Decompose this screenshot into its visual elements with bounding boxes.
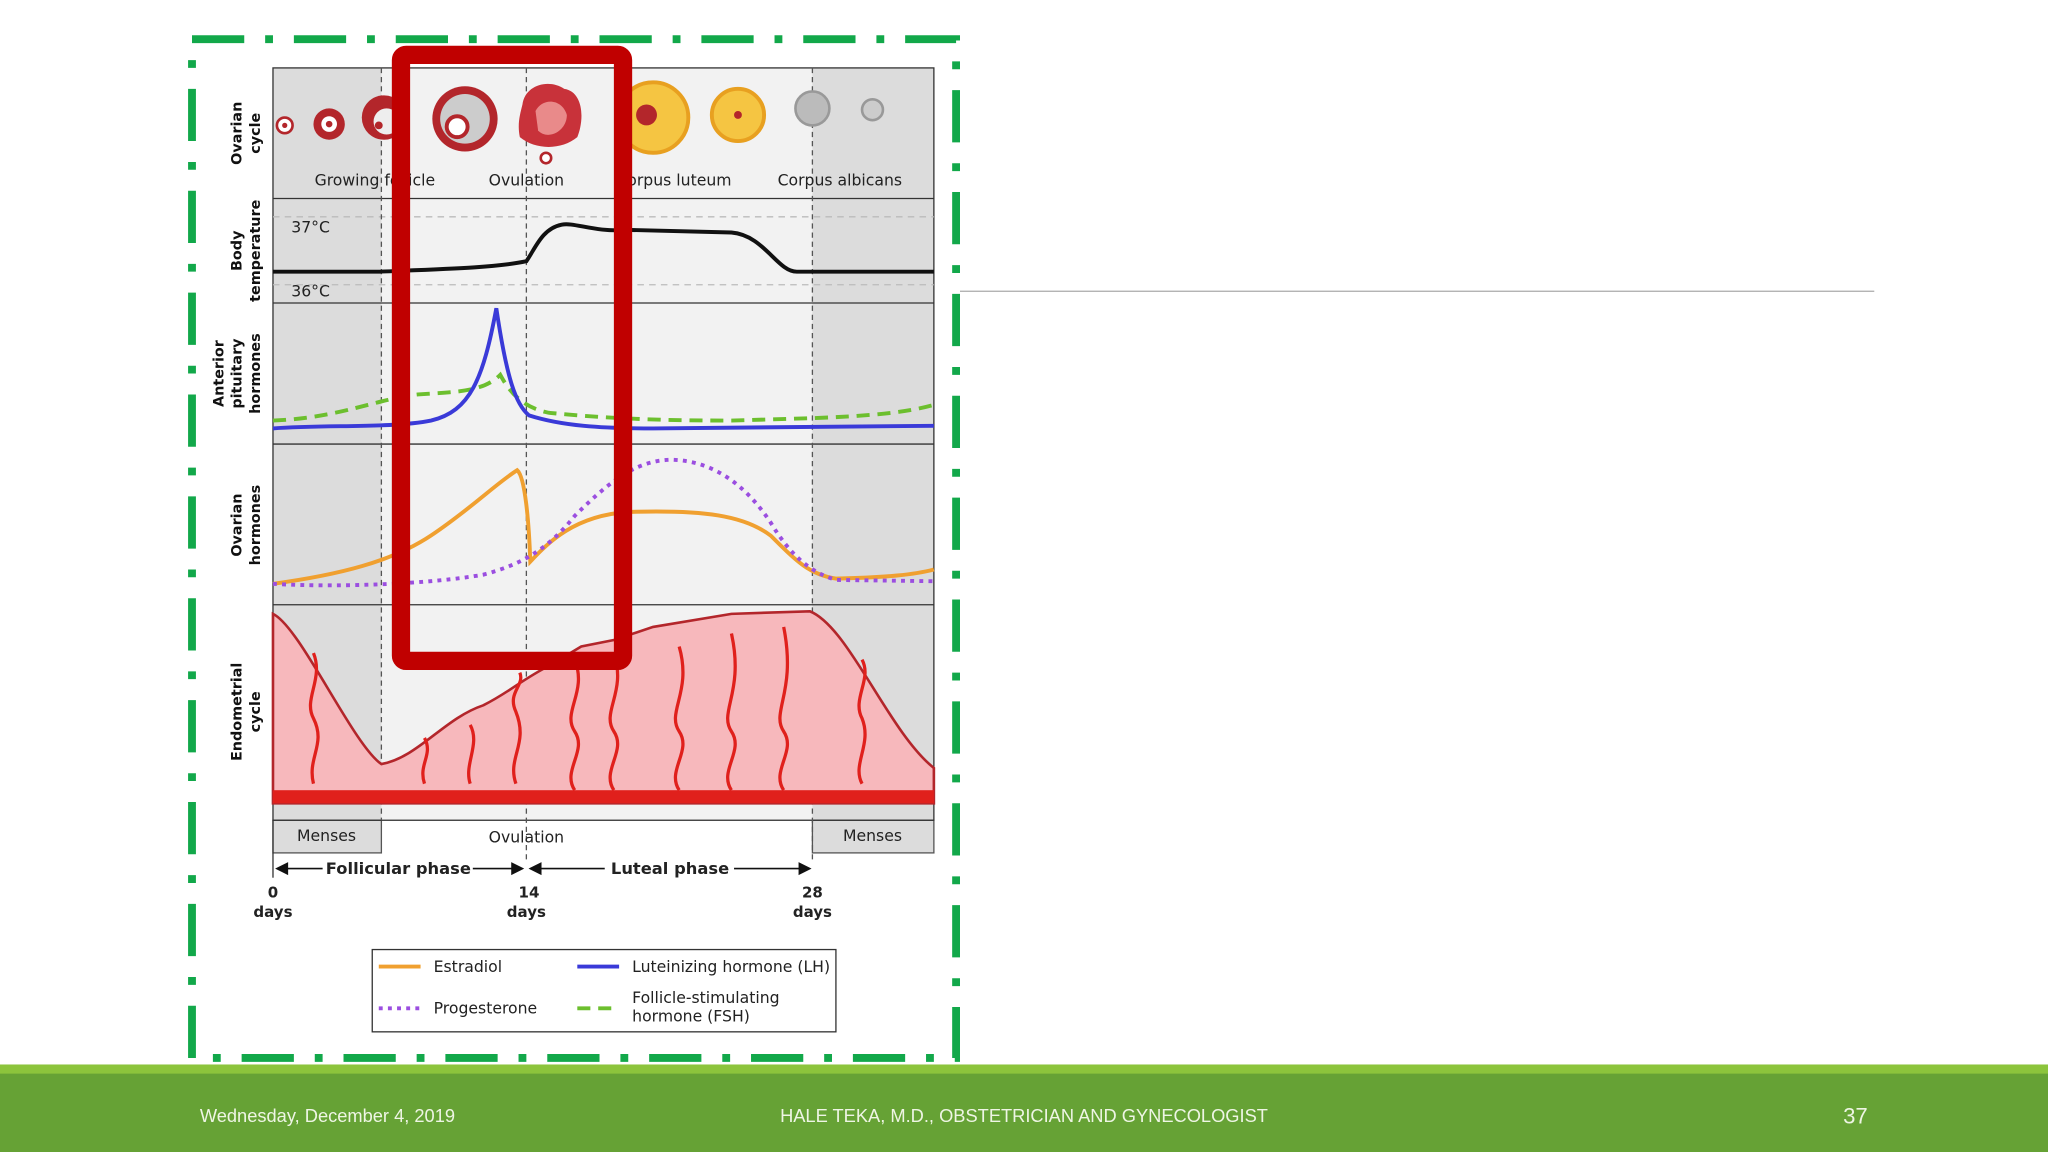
day-label: 28: [802, 883, 823, 901]
legend-label: Estradiol: [434, 957, 502, 976]
legend-label: hormone (FSH): [632, 1006, 750, 1025]
endometrium: [271, 609, 936, 805]
row-label: Body: [230, 230, 246, 271]
day-label: days: [507, 903, 546, 921]
ovulation-label: Ovulation: [489, 827, 564, 846]
phase-label: Luteal phase: [611, 859, 729, 878]
footer-date: Wednesday, December 4, 2019: [200, 1105, 455, 1126]
footer-author: HALE TEKA, M.D., OBSTETRICIAN AND GYNECO…: [780, 1105, 1268, 1126]
temp-guides: [272, 216, 934, 286]
stage-label: Ovulation: [489, 170, 564, 189]
row-label: cycle: [248, 112, 264, 153]
legend-label: Luteinizing hormone (LH): [632, 957, 830, 976]
row-label: Anterior: [211, 339, 227, 407]
footer-strip: [0, 1064, 2048, 1074]
stage-label: Corpus luteum: [616, 170, 731, 189]
day-label: days: [793, 903, 832, 921]
row-label: hormones: [248, 485, 264, 566]
row-label: cycle: [248, 691, 264, 732]
legend: Estradiol Luteinizing hormone (LH) Proge…: [371, 948, 837, 1033]
temp-label: 37°C: [291, 217, 330, 236]
temp-label: 36°C: [291, 281, 330, 300]
row-label: temperature: [248, 199, 264, 302]
menses-label: Menses: [843, 826, 902, 845]
progesterone-curve: [272, 457, 934, 588]
row-label: Endometrial: [230, 663, 246, 761]
row-label: pituitary: [230, 338, 246, 409]
footer-band: [0, 1064, 2048, 1152]
row-label: hormones: [248, 333, 264, 414]
page-number: 37: [1843, 1103, 1868, 1128]
phase-arrows: [275, 862, 812, 876]
estradiol-curve: [272, 467, 935, 586]
temperature-curve: [272, 222, 934, 274]
ovarian-icons: [275, 80, 885, 165]
day-label: days: [253, 903, 292, 921]
day-label: 14: [519, 883, 540, 901]
lh-curve: [272, 307, 934, 431]
panel-borders: [272, 67, 935, 821]
red-highlight: [391, 45, 633, 671]
row-label: Ovarian: [230, 102, 246, 165]
day-label: 0: [268, 883, 278, 901]
green-frame: [188, 35, 960, 1062]
phase-label: Follicular phase: [326, 859, 471, 878]
legend-label: Follicle-stimulating: [632, 988, 779, 1007]
diagram: Ovarian cycle Body temperature Anterior …: [211, 67, 936, 1033]
menses-label: Menses: [297, 826, 356, 845]
stage-label: Corpus albicans: [778, 170, 902, 189]
stage-label: Growing follicle: [315, 170, 436, 189]
row-label: Ovarian: [230, 493, 246, 556]
legend-label: Progesterone: [434, 999, 538, 1018]
